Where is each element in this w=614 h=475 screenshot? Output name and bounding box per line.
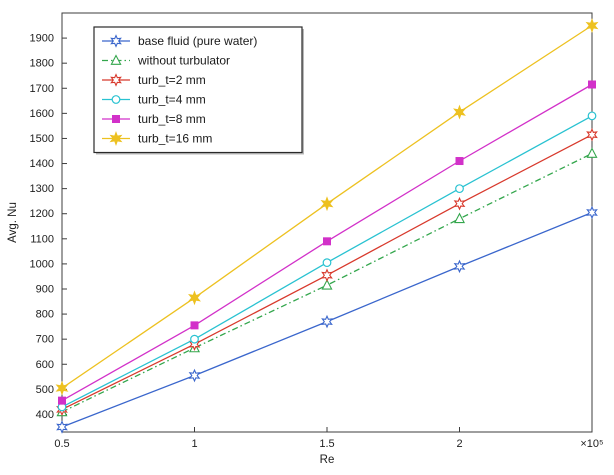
legend-entry: turb_t=2 mm	[102, 73, 206, 87]
x-tick-label: 2	[456, 438, 462, 450]
series-marker	[321, 268, 333, 282]
series-marker	[587, 111, 597, 121]
y-tick-label: 1800	[30, 58, 54, 70]
series-marker	[110, 34, 122, 48]
series-marker	[323, 237, 331, 246]
series-marker	[453, 212, 466, 224]
series-marker	[110, 54, 122, 65]
series-marker	[586, 127, 598, 142]
series-marker	[321, 314, 333, 329]
series-marker	[110, 73, 122, 87]
series-marker	[453, 104, 466, 120]
legend: base fluid (pure water) without turbulato…	[93, 26, 304, 155]
legend-entry: turb_t=4 mm	[102, 93, 206, 107]
y-tick-label: 700	[36, 334, 54, 346]
legend-label: base fluid (pure water)	[138, 34, 257, 48]
y-tick-label: 1900	[30, 33, 54, 45]
legend-label: turb_t=16 mm	[138, 132, 212, 146]
series-marker	[188, 368, 201, 383]
legend-label: turb_t=8 mm	[138, 112, 206, 126]
series-marker	[585, 18, 599, 33]
series-marker	[453, 259, 466, 274]
series-marker	[109, 131, 123, 146]
series-marker	[586, 205, 598, 220]
x-tick-label: 0.5	[54, 438, 69, 450]
legend-entry: base fluid (pure water)	[102, 34, 257, 48]
y-tick-label: 600	[36, 359, 54, 371]
series-marker	[190, 321, 199, 330]
y-tick-label: 400	[36, 409, 54, 421]
y-tick-label: 900	[36, 283, 54, 295]
x-tick-label: ×10⁵	[580, 438, 603, 450]
y-tick-label: 500	[36, 384, 54, 396]
legend-entry: without turbulator	[102, 54, 230, 68]
x-axis-label: Re	[320, 454, 335, 466]
y-tick-label: 800	[36, 309, 54, 321]
series-marker	[111, 95, 121, 104]
y-tick-label: 1400	[30, 158, 54, 170]
y-axis-label: Avg. Nu	[7, 202, 19, 243]
x-tick-label: 1	[191, 438, 197, 450]
y-tick-label: 1000	[30, 258, 54, 270]
series-marker	[455, 157, 464, 166]
legend-label: turb_t=2 mm	[138, 73, 206, 87]
x-tick-label: 1.5	[319, 438, 334, 450]
series-marker	[586, 147, 598, 158]
series-marker	[56, 420, 68, 434]
legend-entry: turb_t=16 mm	[102, 131, 212, 146]
series-marker	[322, 258, 332, 268]
series-marker	[455, 184, 464, 194]
series-marker	[453, 196, 466, 211]
series-marker	[58, 396, 66, 405]
series-marker	[190, 334, 199, 344]
y-tick-label: 1100	[30, 233, 54, 245]
series-marker	[55, 380, 69, 396]
y-tick-label: 1300	[30, 183, 54, 195]
series-marker	[320, 196, 334, 212]
y-tick-label: 1600	[30, 108, 54, 120]
series-marker	[588, 80, 596, 89]
series-marker	[188, 290, 201, 306]
legend-box	[93, 26, 303, 154]
legend-label: without turbulator	[137, 54, 230, 68]
legend-label: turb_t=4 mm	[138, 93, 206, 107]
y-tick-label: 1500	[30, 133, 54, 145]
y-tick-label: 1700	[30, 83, 54, 95]
y-tick-label: 1200	[30, 208, 54, 220]
legend-entry: turb_t=8 mm	[102, 112, 206, 126]
series-marker	[321, 279, 333, 290]
series-marker	[112, 115, 120, 123]
